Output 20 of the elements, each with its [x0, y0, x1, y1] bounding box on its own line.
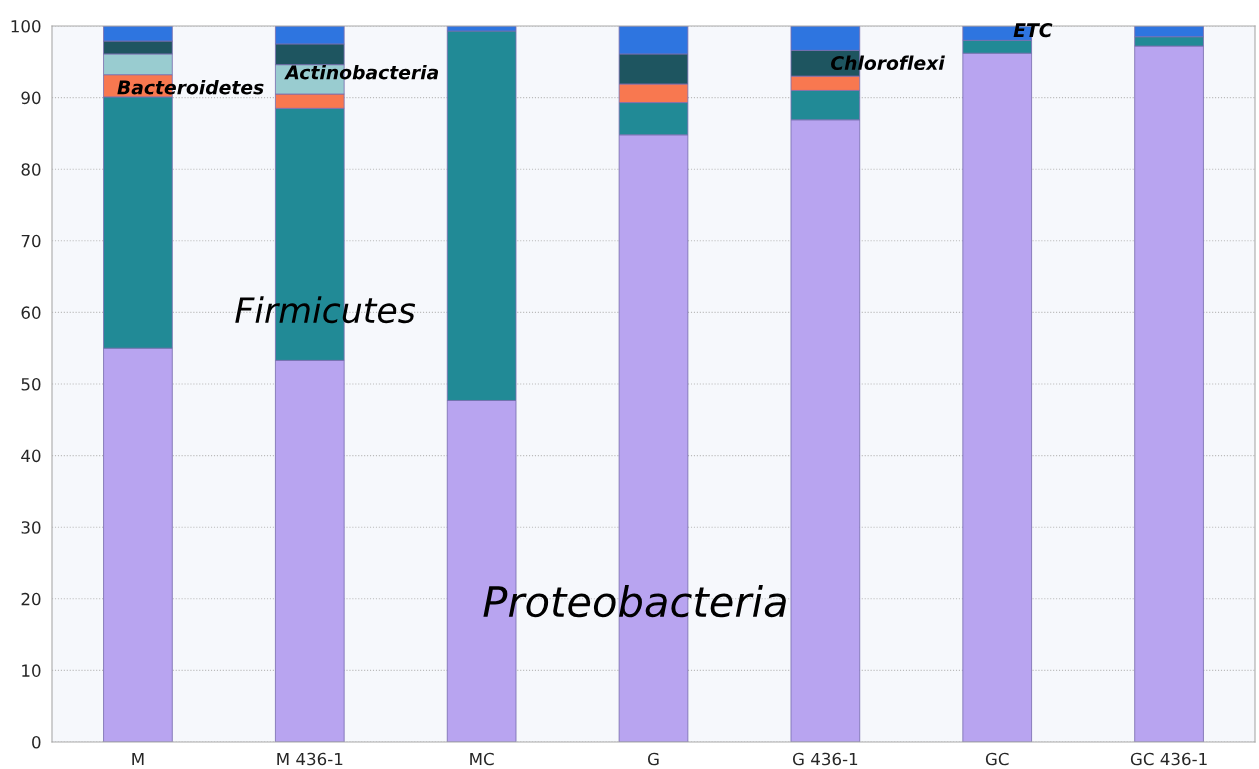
x-tick-label: GC 436-1	[1130, 752, 1207, 766]
x-tick-label: G	[647, 752, 659, 766]
y-tick-label: 80	[21, 163, 41, 176]
y-tick-label: 90	[21, 91, 41, 105]
y-tick-label: 40	[21, 449, 41, 463]
x-tick-label: GC	[985, 752, 1009, 766]
x-tick-label: M 436-1	[277, 752, 343, 766]
annotation: Proteobacteria	[483, 585, 786, 618]
y-tick-label: 10	[22, 664, 41, 677]
y-tick-label: 100	[11, 19, 41, 33]
y-tick-label: 20	[21, 592, 41, 606]
y-tick-label: 0	[32, 735, 41, 749]
x-tick-label: M	[132, 752, 144, 766]
y-tick-label: 50	[21, 377, 41, 391]
x-tick-label: G 436-1	[792, 752, 858, 766]
y-tick-label: 30	[21, 521, 41, 534]
y-tick-label: 60	[21, 306, 41, 319]
annotation: Actinobacteria	[284, 64, 439, 80]
y-tick-label: 70	[21, 234, 41, 248]
x-tick-label: MC	[470, 752, 494, 766]
